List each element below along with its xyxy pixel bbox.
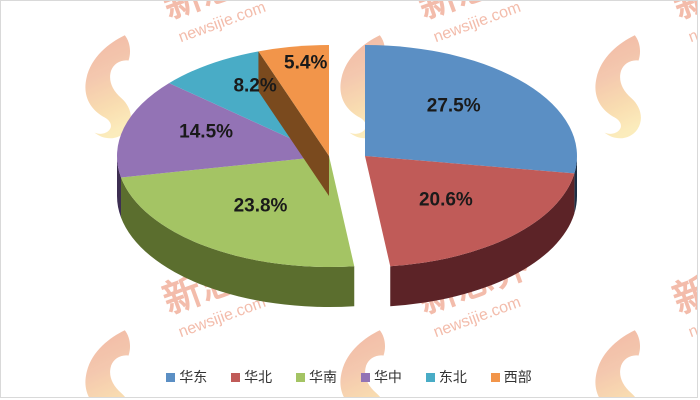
svg-text:5.4%: 5.4% xyxy=(284,53,327,74)
svg-text:23.8%: 23.8% xyxy=(234,196,288,217)
svg-text:14.5%: 14.5% xyxy=(179,121,233,142)
svg-text:20.6%: 20.6% xyxy=(419,190,473,211)
svg-text:8.2%: 8.2% xyxy=(233,76,276,97)
svg-text:27.5%: 27.5% xyxy=(427,95,481,116)
